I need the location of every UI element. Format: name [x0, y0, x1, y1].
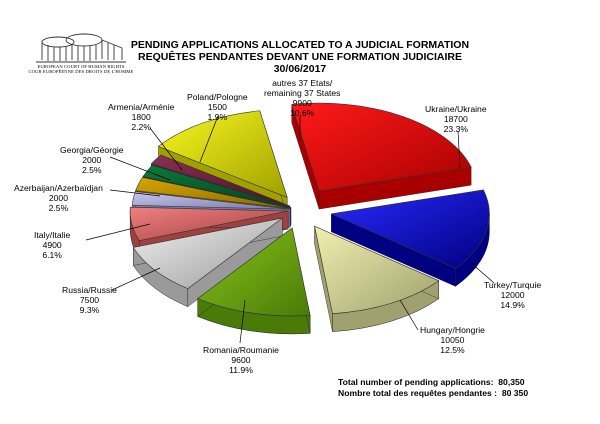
slice-label-value: 9900 — [292, 98, 312, 108]
slice-label-pct: 12.5% — [440, 345, 465, 355]
court-name-en: EUROPEAN COURT OF HUMAN RIGHTS — [37, 64, 125, 69]
slice-top — [197, 227, 311, 317]
chart-subtitle: REQUÊTES PENDANTES DEVANT UNE FORMATION … — [138, 51, 462, 63]
slice-label-pct: 6.1% — [42, 250, 62, 260]
slice-label-pct: 1.9% — [207, 112, 228, 122]
slice-label-name: Poland/Pologne — [187, 92, 248, 102]
slice-label-name: Hungary/Hongrie — [420, 325, 485, 335]
leader-line — [239, 299, 246, 344]
total-fr-value: 80 350 — [501, 388, 529, 398]
leader-line — [469, 261, 495, 284]
slice-label: Poland/Pologne 1500 1.9% — [187, 92, 248, 122]
chart-titles: PENDING APPLICATIONS ALLOCATED TO A JUDI… — [130, 39, 470, 75]
slice-label-name: Turkey/Turquie — [484, 280, 542, 290]
total-en-row: Total number of pending applications: 80… — [338, 377, 528, 388]
slice-label-name: Italy/Italie — [34, 230, 71, 240]
leader-line — [85, 223, 151, 241]
court-name-fr: COUR EUROPÉENNE DES DROITS DE L'HOMME — [28, 69, 134, 75]
chart-date: 30/06/2017 — [273, 63, 327, 75]
slice-label-name: Ukraine/Ukraine — [425, 104, 487, 114]
slice-top — [142, 164, 291, 208]
slice-top — [157, 110, 288, 198]
slice-label: Italy/Italie 4900 6.1% — [34, 230, 70, 260]
slice-label-name: Azerbaijan/Azerbaïdjan — [14, 183, 103, 193]
pie-slice — [291, 102, 472, 210]
leader-line — [109, 156, 171, 181]
slice-top — [291, 102, 472, 192]
leader-line — [457, 130, 461, 169]
slice-label-pct: 23.3% — [443, 124, 468, 134]
slice-label: Ukraine/Ukraine 18700 23.3% — [425, 104, 487, 134]
pie-slice — [132, 217, 283, 308]
slice-label-value: 12000 — [500, 290, 525, 300]
total-en-value: 80,350 — [498, 377, 525, 387]
slice-label-value: 7500 — [79, 295, 100, 305]
slice-top — [330, 189, 490, 269]
leader-line — [109, 189, 161, 197]
slice-label-pct: 10,6% — [290, 108, 315, 118]
slice-label-value: 2000 — [48, 193, 68, 203]
slice-label-name: Romania/Roumanie — [203, 345, 279, 355]
chart-title: PENDING APPLICATIONS ALLOCATED TO A JUDI… — [130, 39, 470, 51]
slice-label: autres 37 Etats/remaining 37 States 9900 1… — [264, 78, 340, 118]
slice-label-value: 1800 — [131, 112, 151, 122]
total-fr-label: Nombre total des requêtes pendantes : — [338, 388, 498, 398]
pie-slice — [330, 189, 490, 287]
leader-line — [199, 115, 219, 163]
totals-box: Total number of pending applications: 80… — [338, 377, 528, 399]
slice-label-value: 2000 — [82, 155, 102, 165]
slice-label: Romania/Roumanie 9600 11.9% — [203, 345, 279, 375]
slice-label-name: Russia/Russie — [62, 285, 117, 295]
leader-line — [111, 267, 161, 291]
slice-label-pct: 2.2% — [131, 122, 151, 132]
slice-label-pct: 9.3% — [79, 305, 100, 315]
slice-label-name-2: remaining 37 States — [264, 88, 341, 98]
slice-label-value: 9600 — [231, 355, 251, 365]
leader-line — [149, 127, 183, 171]
slice-label-value: 18700 — [443, 114, 468, 124]
slice-label: Russia/Russie 7500 9.3% — [62, 285, 117, 315]
slice-top — [131, 191, 291, 210]
court-building-logo — [36, 33, 126, 63]
slice-label-name: Georgia/Géorgie — [60, 145, 124, 155]
slice-top — [129, 206, 289, 241]
slice-top — [135, 177, 291, 209]
slice-label: Armenia/Arménie 1800 2.2% — [108, 102, 174, 132]
slice-label-value: 4900 — [42, 240, 62, 250]
slice-label-value: 1500 — [207, 102, 227, 112]
slice-label-name: Armenia/Arménie — [108, 102, 175, 112]
slice-top — [150, 154, 290, 207]
slice-label-pct: 14.9% — [500, 300, 525, 310]
court-name: EUROPEAN COURT OF HUMAN RIGHTS COUR EURO… — [18, 64, 144, 75]
slice-label-pct: 2.5% — [48, 203, 69, 213]
slice-top — [314, 225, 440, 314]
total-en-label: Total number of pending applications: — [338, 377, 494, 387]
slice-label-name: autres 37 Etats/ — [272, 78, 333, 88]
slice-label-value: 10050 — [440, 335, 465, 345]
total-fr-row: Nombre total des requêtes pendantes : 80… — [338, 388, 528, 399]
slice-label-pct: 2.5% — [81, 165, 102, 175]
slice-label: Azerbaijan/Azerbaïdjan 2000 2.5% — [14, 183, 103, 213]
slice-label: Hungary/Hongrie 10050 12.5% — [420, 325, 485, 355]
slice-label: Georgia/Géorgie 2000 2.5% — [60, 145, 124, 175]
leader-line — [399, 299, 419, 331]
slice-label-pct: 11.9% — [229, 365, 253, 375]
pie-slice — [314, 225, 440, 332]
slice-label: Turkey/Turquie 12000 14.9% — [484, 280, 541, 310]
pie-slice — [197, 227, 311, 335]
